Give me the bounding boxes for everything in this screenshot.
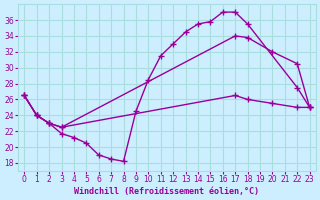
- X-axis label: Windchill (Refroidissement éolien,°C): Windchill (Refroidissement éolien,°C): [75, 187, 260, 196]
